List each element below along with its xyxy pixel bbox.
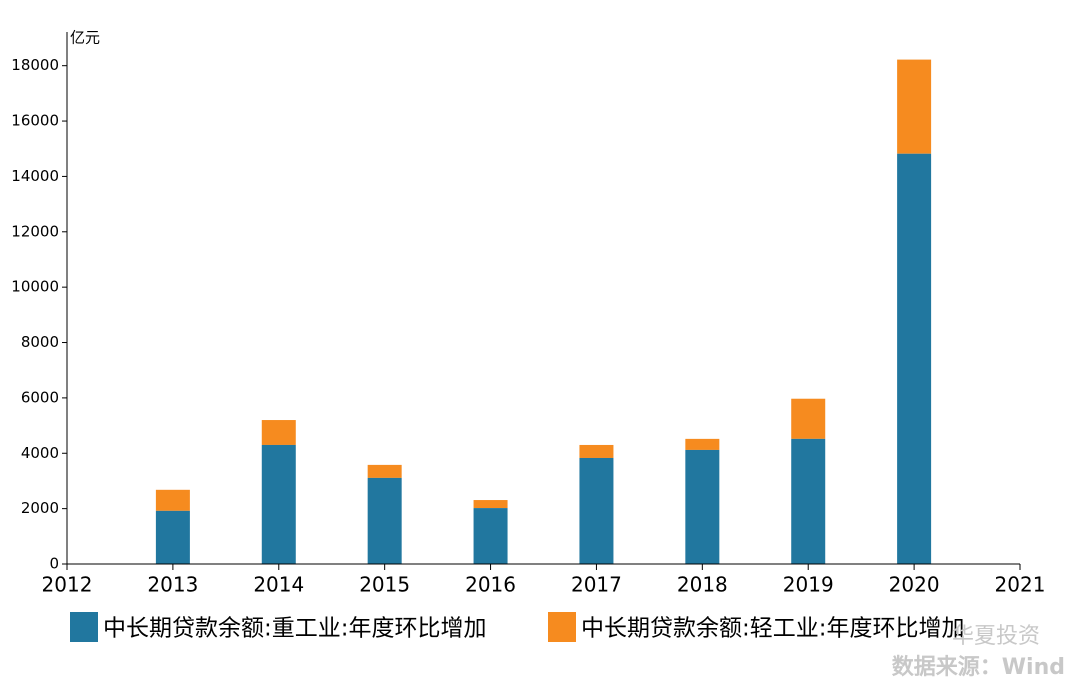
y-tick-label: 4000 <box>21 444 59 462</box>
y-tick-label: 6000 <box>21 388 59 406</box>
x-tick-label: 2014 <box>253 573 304 597</box>
watermark: 华夏投资 <box>952 624 1040 649</box>
y-tick-label: 16000 <box>11 112 59 130</box>
legend-swatch <box>70 612 98 642</box>
y-tick-label: 0 <box>49 555 59 573</box>
bar-segment <box>685 449 720 564</box>
y-tick-label: 12000 <box>11 222 59 240</box>
x-tick-label: 2020 <box>889 573 940 597</box>
x-tick-label: 2013 <box>147 573 198 597</box>
y-tick-label: 2000 <box>21 499 59 517</box>
y-tick-label: 8000 <box>21 333 59 351</box>
legend-label: 中长期贷款余额:重工业:年度环比增加 <box>103 616 487 642</box>
bar-segment <box>579 444 614 458</box>
x-tick-label: 2018 <box>677 573 728 597</box>
bar-segment <box>367 464 402 478</box>
x-tick-label: 2016 <box>465 573 516 597</box>
bar-segment <box>473 508 508 564</box>
x-tick-label: 2019 <box>783 573 834 597</box>
bar-segment <box>261 420 296 445</box>
bar-segment <box>791 398 826 439</box>
bar-segment <box>155 489 190 511</box>
y-tick-label: 10000 <box>11 278 59 296</box>
bar-segment <box>367 477 402 564</box>
bar-segment <box>473 500 508 509</box>
x-tick-label: 2017 <box>571 573 622 597</box>
bar-segment <box>791 438 826 564</box>
bar-segment <box>685 438 720 450</box>
y-tick-label: 18000 <box>11 56 59 74</box>
legend-label: 中长期贷款余额:轻工业:年度环比增加 <box>581 616 965 642</box>
x-tick-label: 2015 <box>359 573 410 597</box>
y-unit: 亿元 <box>70 29 100 47</box>
bar-segment <box>579 457 614 564</box>
legend-swatch <box>548 612 576 642</box>
bar-segment <box>155 510 190 564</box>
bar-segment <box>261 444 296 564</box>
y-tick-label: 14000 <box>11 167 59 185</box>
x-tick-label: 2012 <box>42 573 93 597</box>
x-tick-label: 2021 <box>995 573 1046 597</box>
bar-segment <box>897 59 932 154</box>
bar-segment <box>897 153 932 564</box>
source-note: 数据来源：Wind <box>892 654 1065 680</box>
